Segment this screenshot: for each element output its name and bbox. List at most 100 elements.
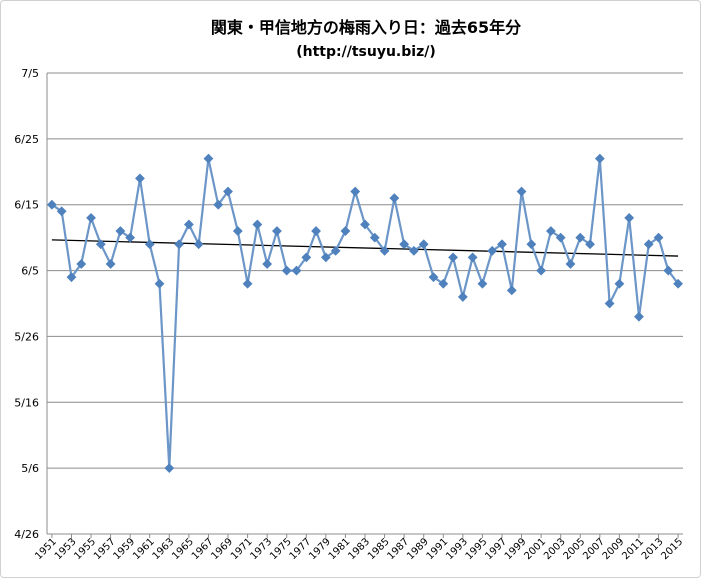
data-point <box>526 239 537 250</box>
y-tick-label: 5/16 <box>14 396 39 409</box>
data-point <box>252 219 263 230</box>
data-point <box>477 278 488 289</box>
data-point <box>487 245 498 256</box>
data-point <box>174 239 184 250</box>
x-tick-label: 1965 <box>170 536 196 562</box>
x-tick-label: 1991 <box>425 536 451 562</box>
data-point <box>643 239 654 250</box>
trendline-layer <box>51 239 679 257</box>
data-point <box>546 226 556 236</box>
data-point <box>467 252 478 263</box>
data-point <box>614 278 625 289</box>
data-point <box>585 239 595 250</box>
x-tick-label: 2011 <box>620 536 646 562</box>
data-point <box>369 232 380 243</box>
data-point <box>497 239 507 250</box>
data-point <box>575 232 586 243</box>
data-point <box>154 278 165 289</box>
series-layer <box>46 153 684 474</box>
data-point <box>272 226 282 236</box>
data-point <box>330 245 341 256</box>
data-point <box>399 239 410 250</box>
x-tick-label: 2015 <box>659 536 685 562</box>
data-point <box>438 278 449 289</box>
x-tick-label: 1969 <box>209 536 235 562</box>
trendline <box>51 239 679 257</box>
chart-subtitle: (http://tsuyu.biz/) <box>296 44 435 60</box>
data-point <box>594 153 605 164</box>
data-point <box>448 252 458 263</box>
data-point <box>135 173 145 184</box>
x-tick-label: 1999 <box>503 536 529 562</box>
x-tick-label: 1975 <box>268 536 294 562</box>
x-tick-label: 2009 <box>601 536 627 562</box>
data-point <box>360 219 370 230</box>
data-point <box>350 186 361 197</box>
data-point <box>634 311 644 322</box>
data-point <box>125 232 136 243</box>
data-point <box>506 285 517 296</box>
x-tick-label: 1967 <box>190 536 216 562</box>
data-point <box>203 153 214 164</box>
data-point <box>663 265 674 276</box>
data-point <box>457 292 468 302</box>
data-point <box>46 199 57 210</box>
x-tick-label: 1959 <box>112 536 138 562</box>
x-tick-label: 1985 <box>366 536 392 562</box>
x-tick-label: 1987 <box>385 536 411 562</box>
data-point <box>418 239 429 250</box>
data-point <box>389 193 400 204</box>
data-point <box>409 245 419 256</box>
y-tick-label: 6/15 <box>14 199 39 212</box>
y-tick-label: 4/26 <box>14 528 39 541</box>
data-point <box>242 278 253 289</box>
data-point <box>223 186 233 197</box>
y-tick-label: 6/5 <box>21 265 39 278</box>
x-tick-label: 1989 <box>405 536 431 562</box>
data-point <box>428 272 439 283</box>
data-point <box>653 232 664 243</box>
x-tick-label: 2007 <box>581 536 607 562</box>
data-point <box>105 259 116 269</box>
data-point <box>340 226 351 236</box>
data-point <box>213 199 224 210</box>
data-point <box>291 265 302 276</box>
y-axis-tick-labels: 7/5 6/25 6/15 6/5 5/26 5/16 5/6 4/26 <box>14 67 39 541</box>
x-tick-label: 1997 <box>483 536 509 562</box>
x-tick-label: 1981 <box>327 536 353 562</box>
data-point <box>301 252 312 263</box>
x-tick-label: 2001 <box>522 536 548 562</box>
x-tick-label: 1979 <box>307 536 333 562</box>
x-tick-label: 1983 <box>346 536 372 562</box>
x-tick-label: 1995 <box>464 536 490 562</box>
x-tick-label: 1993 <box>444 536 470 562</box>
data-point <box>262 259 273 269</box>
data-point <box>164 463 175 474</box>
x-tick-label: 2005 <box>562 536 588 562</box>
data-point <box>76 259 87 269</box>
x-tick-label: 1961 <box>131 536 157 562</box>
data-point <box>320 252 331 263</box>
data-point <box>115 226 126 236</box>
data-point <box>565 259 576 269</box>
data-point <box>311 226 321 236</box>
data-point <box>56 206 67 217</box>
data-point <box>86 212 96 223</box>
data-point <box>604 298 615 309</box>
data-point <box>379 245 390 256</box>
data-point <box>555 232 566 243</box>
x-tick-label: 1957 <box>92 536 118 562</box>
data-point <box>232 226 243 236</box>
data-point <box>144 239 155 250</box>
x-tick-label: 1973 <box>248 536 274 562</box>
data-point <box>183 219 194 230</box>
chart-title: 関東・甲信地方の梅雨入り日：過去65年分 <box>211 18 521 37</box>
data-point <box>95 239 106 250</box>
data-point <box>536 265 547 276</box>
x-tick-label: 2013 <box>640 536 666 562</box>
x-tick-label: 2003 <box>542 536 568 562</box>
x-tick-label: 1963 <box>151 536 177 562</box>
data-point <box>673 278 684 289</box>
